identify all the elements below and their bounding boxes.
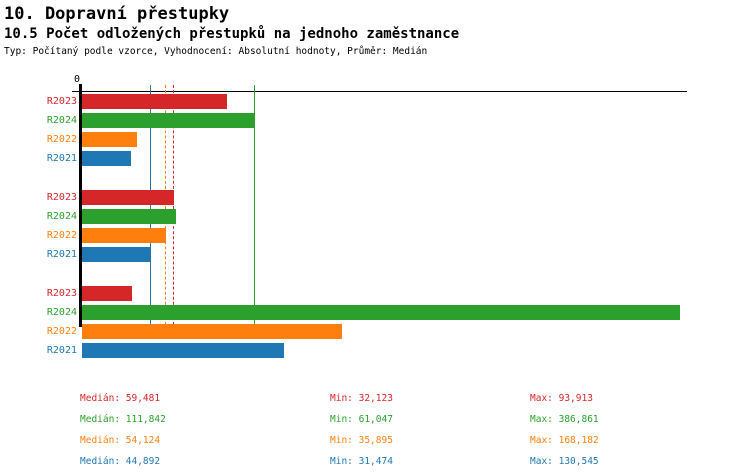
row-label-139-R2023: R2023 — [46, 288, 77, 299]
y-axis-line — [79, 84, 82, 327]
row-label-111-R2021: R2021 — [46, 249, 77, 260]
page-title: 10. Dopravní přestupky — [4, 4, 230, 24]
stat-min-R2023: Min: 32,123 — [330, 393, 393, 404]
row-label-139-R2022: R2022 — [46, 326, 77, 337]
bar-111-R2021 — [82, 247, 151, 262]
stat-min-R2024: Min: 61,047 — [330, 414, 393, 425]
row-label-139-R2021: R2021 — [46, 345, 77, 356]
bar-111-R2024 — [82, 209, 176, 224]
stat-max-R2021: Max: 130,545 — [530, 456, 599, 467]
row-label-76-R2021: R2021 — [46, 153, 77, 164]
row-label-139-R2024: R2024 — [46, 307, 77, 318]
x-axis-line — [72, 91, 687, 92]
row-label-76-R2023: R2023 — [46, 96, 77, 107]
stat-max-R2024: Max: 386,861 — [530, 414, 599, 425]
bar-111-R2023 — [82, 190, 174, 205]
stat-median-R2021: Medián: 44,892 — [80, 456, 161, 467]
median-line-R2021 — [150, 85, 152, 330]
row-label-111-R2022: R2022 — [46, 230, 77, 241]
stat-median-R2022: Medián: 54,124 — [80, 435, 161, 446]
bar-139-R2022 — [82, 324, 342, 339]
stat-max-R2023: Max: 93,913 — [530, 393, 593, 404]
bar-139-R2021 — [82, 343, 284, 358]
median-line-R2023 — [172, 85, 174, 330]
chart-meta: Typ: Počítaný podle vzorce, Vyhodnocení:… — [4, 46, 428, 57]
bar-76-R2022 — [82, 132, 137, 147]
row-label-76-R2024: R2024 — [46, 115, 77, 126]
row-label-76-R2022: R2022 — [46, 134, 77, 145]
median-line-R2022 — [164, 85, 166, 330]
row-label-111-R2024: R2024 — [46, 211, 77, 222]
x-axis-zero-tick-label: 0 — [74, 74, 81, 85]
bar-139-R2023 — [82, 286, 132, 301]
bar-111-R2022 — [82, 228, 166, 243]
bar-76-R2021 — [82, 151, 131, 166]
page-subtitle: 10.5 Počet odložených přestupků na jedno… — [4, 26, 460, 42]
bar-76-R2023 — [82, 94, 227, 109]
stat-median-R2023: Medián: 59,481 — [80, 393, 161, 404]
bar-139-R2024 — [82, 305, 680, 320]
stat-min-R2021: Min: 31,474 — [330, 456, 393, 467]
bar-76-R2024 — [82, 113, 255, 128]
stat-median-R2024: Medián: 111,842 — [80, 414, 166, 425]
median-line-R2024 — [253, 85, 255, 330]
row-label-111-R2023: R2023 — [46, 192, 77, 203]
stat-min-R2022: Min: 35,895 — [330, 435, 393, 446]
stat-max-R2022: Max: 168,182 — [530, 435, 599, 446]
